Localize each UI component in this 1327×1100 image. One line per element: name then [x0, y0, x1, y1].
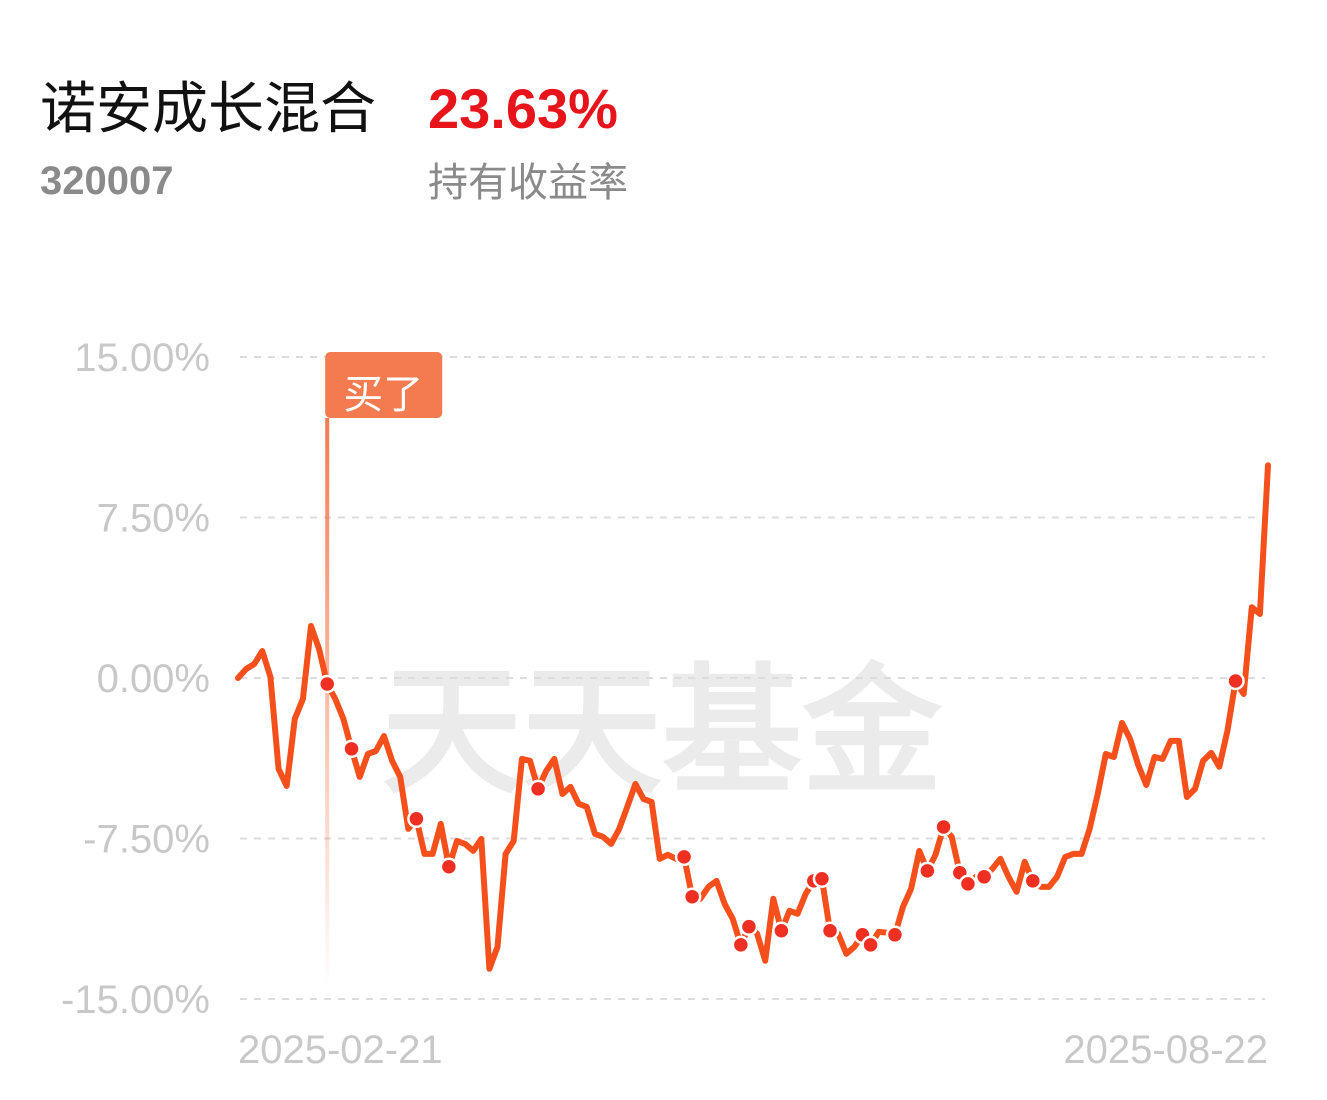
trade-marker	[885, 925, 905, 945]
trade-marker	[317, 674, 337, 694]
trade-marker	[934, 817, 953, 837]
buy-label-box	[325, 352, 443, 418]
trade-marker	[682, 887, 702, 906]
buy-label: 买了	[343, 373, 423, 417]
trade-marker	[820, 921, 840, 940]
x-tick-label: 2025-08-22	[1063, 1028, 1268, 1072]
trade-marker	[439, 857, 459, 876]
trade-marker	[407, 809, 426, 829]
return-label: 持有收益率	[428, 161, 628, 205]
trade-marker	[1023, 871, 1043, 891]
y-tick-label: 15.00%	[74, 336, 210, 380]
return-value: 23.63%	[428, 77, 618, 140]
watermark: 天天基金	[382, 653, 943, 810]
trade-marker	[812, 869, 832, 888]
y-tick-label: -7.50%	[83, 818, 210, 862]
trade-marker	[918, 861, 937, 881]
trade-marker	[342, 739, 361, 759]
y-tick-label: 7.50%	[97, 497, 210, 541]
fund-name: 诺安成长混合	[40, 77, 376, 140]
x-tick-label: 2025-02-21	[238, 1028, 443, 1072]
trade-marker	[958, 874, 978, 894]
trade-marker	[674, 847, 694, 867]
fund-code: 320007	[40, 159, 173, 203]
y-tick-label: 0.00%	[97, 657, 210, 701]
y-tick-label: -15.00%	[61, 978, 210, 1022]
trade-marker	[1226, 671, 1245, 691]
plot-area: 15.00% 7.50% 0.00% -7.50% -15.00% 2025-02-21 2…	[61, 336, 1271, 1072]
trade-marker	[974, 867, 994, 887]
trade-marker	[861, 935, 880, 955]
trade-marker	[772, 921, 791, 940]
trade-marker	[739, 917, 759, 936]
buy-line	[325, 418, 330, 990]
trade-marker	[528, 779, 548, 799]
trade-marker	[731, 935, 751, 955]
